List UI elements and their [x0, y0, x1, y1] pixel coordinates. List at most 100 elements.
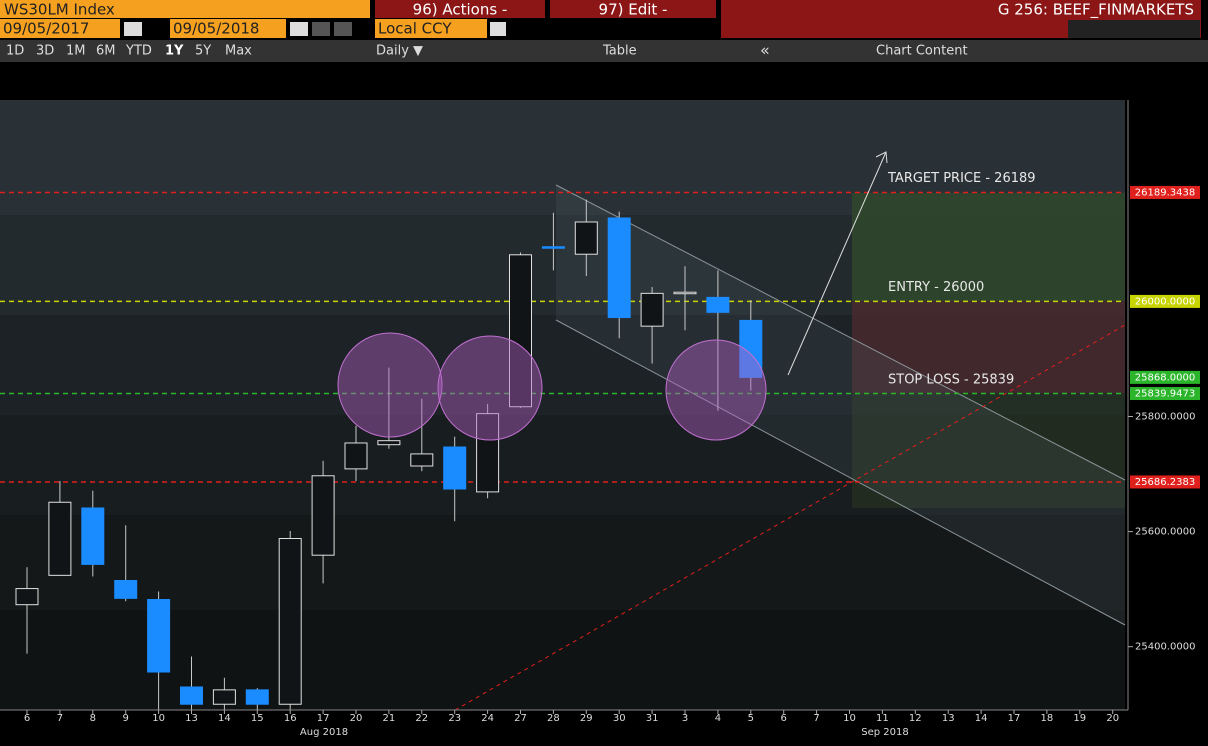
x-tick-label: 6: [781, 713, 787, 724]
frequency[interactable]: Daily ▼: [376, 44, 423, 59]
calendar-icon[interactable]: [290, 22, 308, 36]
x-tick-label: 9: [123, 713, 129, 724]
candle-body: [640, 292, 664, 327]
start-date[interactable]: 09/05/2017: [3, 20, 89, 38]
period-button[interactable]: 1M: [66, 44, 86, 59]
annotation: STOP LOSS - 25839: [888, 373, 1014, 388]
security-title: WS30LM Index: [4, 1, 115, 19]
candle-body: [673, 291, 697, 295]
x-tick-label: 20: [350, 713, 363, 724]
actions-label[interactable]: 96) Actions -: [413, 1, 508, 19]
candle-body: [15, 588, 39, 606]
x-tick-label: 7: [57, 713, 63, 724]
channel-fill: [556, 185, 1125, 625]
x-tick-label: 21: [383, 713, 396, 724]
x-tick-label: 27: [514, 713, 527, 724]
candle-body: [114, 580, 138, 599]
x-tick-label: 20: [1106, 713, 1119, 724]
prev-button[interactable]: [312, 22, 330, 36]
period-button[interactable]: 1Y: [165, 44, 184, 59]
edit-label[interactable]: 97) Edit -: [599, 1, 668, 19]
calendar-icon[interactable]: [124, 22, 142, 36]
x-tick-label: 24: [481, 713, 494, 724]
candle-body: [509, 254, 532, 408]
x-tick-label: 14: [218, 713, 231, 724]
y-tick-label: 25800.0000: [1135, 412, 1195, 423]
channel-line: [555, 184, 1126, 481]
candle-body: [541, 246, 565, 249]
highlight-circle: [337, 332, 443, 438]
start-date-box[interactable]: [0, 19, 120, 38]
period-button[interactable]: YTD: [125, 44, 152, 59]
actions-menu[interactable]: [375, 0, 545, 18]
x-tick-label: 17: [317, 713, 330, 724]
x-tick-label: 11: [876, 713, 889, 724]
candle-body: [377, 440, 401, 446]
level-label: 25868.0000: [1135, 372, 1195, 383]
x-tick-label: 18: [1041, 713, 1054, 724]
candle-body: [706, 296, 730, 313]
candle-body: [311, 475, 335, 556]
x-tick-label: 6: [24, 713, 30, 724]
candle-body: [344, 442, 368, 470]
candle-body: [739, 319, 763, 378]
table-button[interactable]: Table: [602, 44, 637, 59]
period-buttons: 1D 3D 1M 6M YTD 1Y 5Y Max: [6, 44, 252, 59]
candle-body: [574, 221, 598, 255]
highlight-circle: [665, 339, 767, 441]
x-tick-label: 30: [613, 713, 626, 724]
x-tick-label: 19: [1073, 713, 1086, 724]
band: [0, 515, 1125, 610]
collapse-button[interactable]: «: [760, 41, 770, 60]
x-tick-label: 4: [715, 713, 721, 724]
x-tick-label: 14: [975, 713, 988, 724]
x-tick-label: 13: [185, 713, 198, 724]
level-label: 25839.9473: [1135, 389, 1195, 400]
currency-box[interactable]: [375, 19, 487, 38]
period-button[interactable]: 1D: [6, 44, 24, 59]
period-button[interactable]: Max: [225, 44, 252, 59]
level-box: [1130, 370, 1200, 384]
trend-line: [454, 324, 1126, 711]
end-date-box[interactable]: [170, 19, 286, 38]
x-tick-label: 16: [284, 713, 297, 724]
candle-body: [443, 446, 467, 490]
back-box[interactable]: [1068, 20, 1200, 38]
y-tick-label: 25600.0000: [1135, 527, 1195, 538]
toolbar: [0, 40, 1208, 62]
candle-body: [476, 413, 500, 493]
x-tick-label: 29: [580, 713, 593, 724]
x-tick-label: 28: [547, 713, 560, 724]
candle-body: [245, 689, 269, 705]
annotation: ENTRY - 26000: [888, 280, 984, 295]
x-tick-label: 5: [748, 713, 754, 724]
period-button[interactable]: 3D: [36, 44, 54, 59]
candle-body: [607, 217, 631, 319]
end-date[interactable]: 09/05/2018: [173, 20, 259, 38]
x-tick-label: 13: [942, 713, 955, 724]
y-tick-label: 25400.0000: [1135, 642, 1195, 653]
level-label: 26000.0000: [1135, 296, 1195, 307]
candle-body: [212, 689, 236, 705]
chart-content-button[interactable]: Chart Content: [876, 44, 968, 59]
candle-body: [180, 686, 203, 705]
x-tick-label: 17: [1008, 713, 1021, 724]
target-zone: [852, 193, 1125, 301]
title-bar: [0, 0, 370, 18]
target-arrow: [787, 151, 887, 376]
period-button[interactable]: 5Y: [195, 44, 211, 59]
channel-line: [555, 319, 1126, 626]
candle-body: [278, 538, 302, 705]
edit-menu[interactable]: [550, 0, 716, 18]
next-button[interactable]: [334, 22, 352, 36]
period-button[interactable]: 6M: [96, 44, 116, 59]
currency[interactable]: Local CCY: [378, 20, 452, 38]
currency-dropdown[interactable]: [490, 22, 506, 36]
candle-body: [81, 507, 105, 565]
x-tick-label: 22: [415, 713, 428, 724]
x-tick-label: 23: [448, 713, 461, 724]
x-tick-label: 15: [251, 713, 264, 724]
plot: [0, 191, 1125, 710]
